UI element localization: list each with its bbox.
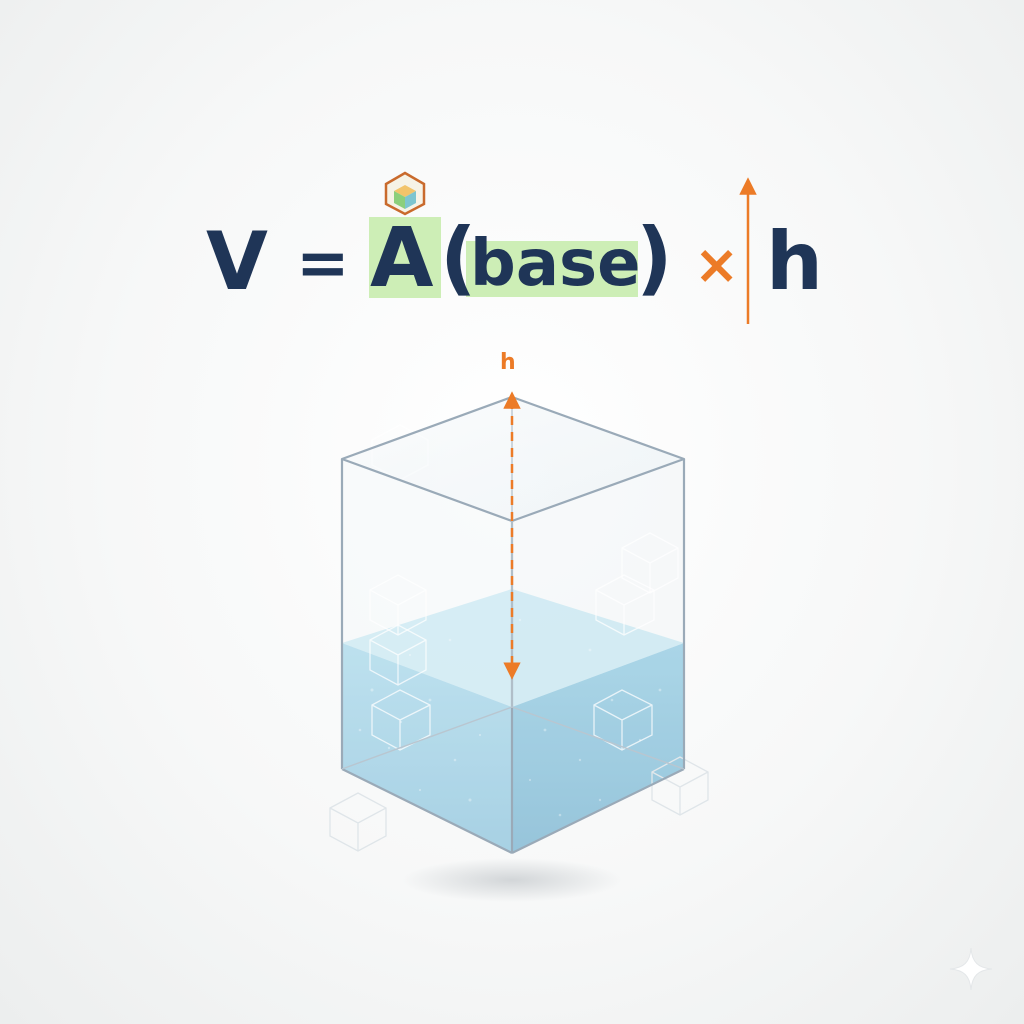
water-right-face: [512, 643, 684, 853]
prism-front-right-face: [512, 459, 684, 853]
formula-open-paren: (: [440, 211, 477, 304]
background-cube-outlines: [329, 756, 709, 852]
height-label: h: [500, 350, 516, 375]
prism-front-left-face: [342, 459, 512, 853]
prism-shadow: [402, 858, 622, 902]
base-highlight: [466, 241, 638, 297]
formula-close-paren: ): [636, 211, 673, 304]
formula-volume: V: [206, 215, 268, 308]
cube-icon: [384, 171, 426, 216]
formula-area: A: [370, 211, 434, 306]
formula-multiply: ×: [694, 233, 740, 296]
prism-edges: [340, 395, 686, 854]
formula-base: base: [470, 227, 641, 301]
area-highlight: [369, 217, 441, 298]
water-left-face: [342, 643, 512, 853]
formula-equals-sign: =: [296, 227, 350, 301]
sparkle-icon: [949, 947, 993, 991]
volume-formula: V = A ( base ) × h: [0, 0, 1024, 340]
formula-height: h: [766, 215, 823, 308]
